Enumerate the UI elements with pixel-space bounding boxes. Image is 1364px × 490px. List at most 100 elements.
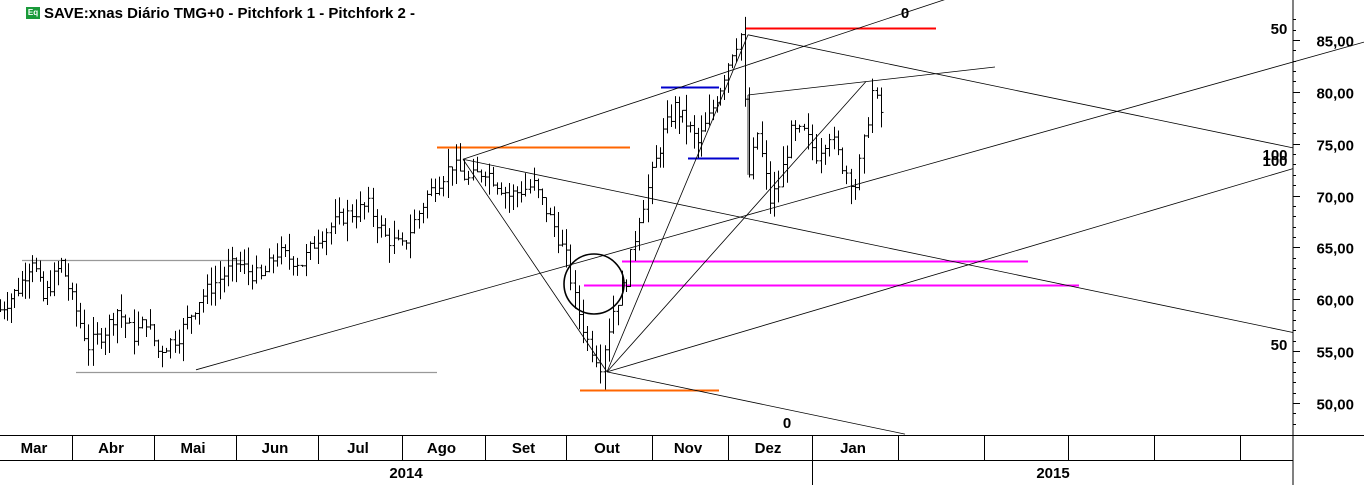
ohlc-bar bbox=[189, 314, 194, 334]
year-label: 2014 bbox=[389, 465, 423, 482]
ohlc-bar bbox=[552, 206, 557, 237]
ohlc-bar bbox=[503, 186, 508, 209]
ohlc-bar bbox=[205, 274, 210, 305]
ohlc-bar bbox=[507, 183, 512, 213]
ohlc-bar bbox=[45, 280, 50, 306]
ohlc-bar bbox=[337, 197, 342, 225]
fork-label: 100 bbox=[1262, 147, 1287, 164]
ohlc-bar bbox=[840, 147, 845, 175]
ohlc-bar bbox=[760, 121, 765, 158]
ohlc-bar bbox=[437, 176, 442, 196]
ohlc-bar bbox=[41, 271, 46, 302]
ohlc-bar bbox=[115, 308, 120, 344]
ohlc-bar bbox=[379, 215, 384, 238]
y-tick-label: 60,00 bbox=[1316, 293, 1354, 310]
ohlc-bar bbox=[450, 166, 455, 186]
annotation-circle bbox=[563, 253, 625, 315]
ohlc-bar bbox=[127, 317, 132, 324]
ohlc-bar bbox=[250, 264, 255, 290]
month-label: Jun bbox=[262, 440, 289, 457]
ohlc-bar bbox=[499, 182, 504, 196]
ohlc-bar bbox=[669, 104, 674, 127]
ohlc-bar bbox=[797, 124, 802, 133]
ohlc-bar bbox=[267, 248, 272, 273]
ohlc-bar bbox=[234, 257, 239, 283]
ohlc-bar bbox=[581, 299, 586, 344]
ohlc-bar bbox=[91, 316, 96, 366]
ohlc-bar bbox=[27, 263, 32, 299]
chart-title-bar: Eq SAVE:xnas Diário TMG+0 - Pitchfork 1 … bbox=[26, 4, 415, 22]
ohlc-bar bbox=[392, 220, 397, 254]
ohlc-bar bbox=[136, 311, 141, 346]
ohlc-bar bbox=[607, 318, 612, 362]
ohlc-bar bbox=[532, 167, 537, 191]
fork-label: 0 bbox=[901, 5, 909, 22]
ohlc-bar bbox=[772, 171, 777, 217]
ohlc-bar bbox=[312, 236, 317, 249]
ohlc-bar bbox=[107, 314, 112, 353]
month-label: Jan bbox=[840, 440, 866, 457]
ohlc-bar bbox=[603, 345, 608, 390]
ohlc-bar bbox=[789, 120, 794, 159]
pitchfork-line bbox=[606, 81, 867, 373]
ohlc-bar bbox=[458, 143, 463, 172]
ohlc-bar bbox=[491, 166, 496, 187]
ohlc-bar bbox=[739, 33, 744, 61]
ohlc-bar bbox=[354, 199, 359, 229]
ohlc-bar bbox=[291, 256, 296, 276]
pitchfork-line bbox=[606, 371, 906, 435]
ohlc-bar bbox=[48, 270, 53, 297]
ohlc-bar bbox=[677, 96, 682, 134]
ohlc-bar bbox=[148, 309, 153, 330]
ohlc-bar bbox=[316, 229, 321, 265]
fork-label: 100 bbox=[1262, 153, 1287, 170]
pitchfork-line bbox=[195, 41, 1364, 371]
pitchfork-line bbox=[747, 66, 996, 96]
ohlc-bar bbox=[454, 144, 459, 185]
ohlc-bar bbox=[722, 74, 727, 101]
ohlc-bar bbox=[70, 282, 75, 300]
x-axis: Mar Abr Mai Jun Jul Ago Set Out Nov Dez Jan 2014 201… bbox=[21, 435, 1241, 485]
ohlc-bar bbox=[495, 182, 500, 195]
ohlc-bar bbox=[819, 138, 824, 174]
ohlc-bar bbox=[197, 301, 202, 325]
ohlc-bar bbox=[466, 170, 471, 185]
ohlc-bar bbox=[692, 115, 697, 149]
ohlc-bar bbox=[230, 246, 235, 282]
ohlc-bar bbox=[201, 289, 206, 313]
ohlc-bar bbox=[333, 199, 338, 234]
horizontal-levels bbox=[22, 27, 1079, 392]
fork-label: 50 bbox=[1271, 21, 1288, 38]
ohlc-bar bbox=[173, 330, 178, 353]
month-label: Jul bbox=[347, 440, 369, 457]
ohlc-bar bbox=[673, 96, 678, 129]
ohlc-bar bbox=[226, 248, 231, 287]
ohlc-bar bbox=[140, 316, 145, 329]
ohlc-bar bbox=[30, 255, 35, 283]
ohlc-bar bbox=[9, 293, 14, 323]
price-bars bbox=[0, 16, 884, 390]
ohlc-bar bbox=[793, 120, 798, 141]
ohlc-bar bbox=[594, 345, 599, 368]
y-tick-label: 50,00 bbox=[1316, 397, 1354, 414]
ohlc-bar bbox=[283, 244, 288, 258]
ohlc-bar bbox=[857, 154, 862, 191]
ohlc-bar bbox=[844, 165, 849, 185]
ohlc-bar bbox=[661, 118, 666, 168]
ohlc-bar bbox=[519, 181, 524, 203]
month-label: Nov bbox=[674, 440, 703, 457]
ohlc-bar bbox=[515, 186, 520, 208]
ohlc-bar bbox=[764, 140, 769, 190]
ohlc-bar bbox=[665, 100, 670, 134]
ohlc-bar bbox=[345, 199, 350, 242]
ohlc-bar bbox=[483, 171, 488, 187]
ohlc-bar bbox=[528, 179, 533, 194]
ohlc-bar bbox=[684, 94, 689, 145]
y-tick-label: 70,00 bbox=[1316, 190, 1354, 207]
y-tick-label: 65,00 bbox=[1316, 241, 1354, 258]
month-label: Set bbox=[512, 440, 535, 457]
ohlc-bar bbox=[52, 262, 57, 297]
ohlc-bar bbox=[611, 295, 616, 334]
